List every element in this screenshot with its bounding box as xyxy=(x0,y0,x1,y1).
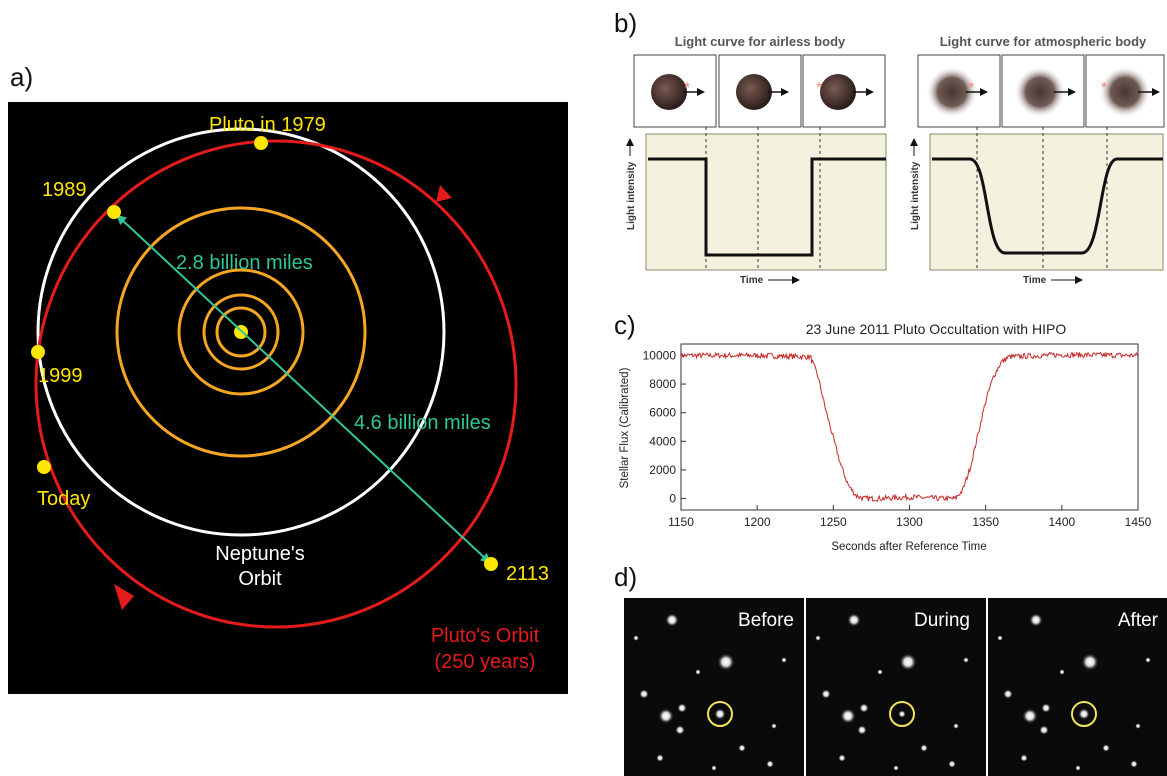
pluto-marker-2113 xyxy=(484,557,498,571)
y-tick-label: 0 xyxy=(669,492,676,506)
frame-after: After xyxy=(988,598,1167,776)
y-tick-label: 6000 xyxy=(649,406,676,420)
panel-a-label: a) xyxy=(10,62,34,92)
chart-ylabel: Stellar Flux (Calibrated) xyxy=(619,367,631,488)
svg-text:*: * xyxy=(968,80,974,97)
pluto-marker-1989 xyxy=(107,205,121,219)
frame-before-label: Before xyxy=(738,610,794,631)
atmospheric-plot-area xyxy=(929,133,1164,271)
airless-curve xyxy=(648,157,886,257)
airless-plot-area xyxy=(645,133,887,271)
x-tick-label: 1150 xyxy=(668,515,694,529)
label-pluto-orbit-1: Pluto's Orbit xyxy=(431,625,540,647)
label-today: Today xyxy=(37,488,90,510)
airless-ylabel: Light intensity xyxy=(626,161,637,230)
airless-xlabel: Time xyxy=(740,275,764,286)
svg-text:*: * xyxy=(816,80,822,97)
atmospheric-xlabel: Time xyxy=(1023,275,1047,286)
chart-title: 23 June 2011 Pluto Occultation with HIPO xyxy=(806,321,1067,337)
pluto-marker-today xyxy=(37,460,51,474)
panel-b-label: b) xyxy=(614,8,638,38)
y-tick-label: 10000 xyxy=(643,348,677,362)
frame-during: During xyxy=(806,598,986,776)
label-neptune-orbit-2: Orbit xyxy=(238,568,282,590)
chart-y-ticks: 0 2000 4000 6000 8000 10000 xyxy=(643,348,686,506)
x-tick-label: 1450 xyxy=(1125,515,1152,529)
frame-after-label: After xyxy=(1118,610,1159,631)
pluto-marker-1979 xyxy=(254,136,268,150)
panel-d-label: d) xyxy=(614,562,638,592)
atmospheric-title: Light curve for atmospheric body xyxy=(940,34,1147,49)
atmospheric-frames: * * xyxy=(917,54,1165,128)
x-tick-label: 1250 xyxy=(820,515,847,529)
atmospheric-curve xyxy=(932,157,1163,255)
frame-during-label: During xyxy=(914,610,970,631)
y-tick-label: 2000 xyxy=(649,463,676,477)
x-tick-label: 1200 xyxy=(744,515,771,529)
pluto-orbit xyxy=(34,139,518,629)
label-distance-far: 4.6 billion miles xyxy=(354,412,491,434)
x-tick-label: 1300 xyxy=(896,515,923,529)
label-neptune-orbit-1: Neptune's xyxy=(215,543,304,565)
atmospheric-ylabel: Light intensity xyxy=(910,161,921,230)
chart-series-line xyxy=(680,351,1139,502)
airless-title: Light curve for airless body xyxy=(675,34,846,49)
orbit-direction-arrow-lower xyxy=(114,584,134,610)
orbit-diagram: Pluto in 1979 1989 1999 Today 2113 2.8 b… xyxy=(8,102,568,694)
orbit-direction-arrow-right xyxy=(436,185,452,202)
orbit-background xyxy=(8,102,568,694)
label-pluto-1979: Pluto in 1979 xyxy=(209,114,326,136)
y-tick-label: 4000 xyxy=(649,434,676,448)
label-1989: 1989 xyxy=(42,179,87,201)
distance-arrow xyxy=(116,214,491,564)
occultation-chart: 23 June 2011 Pluto Occultation with HIPO… xyxy=(619,321,1152,553)
y-tick-label: 8000 xyxy=(649,377,676,391)
svg-text:*: * xyxy=(1101,80,1107,97)
label-2113: 2113 xyxy=(506,563,549,585)
svg-text:*: * xyxy=(684,80,690,97)
x-tick-label: 1350 xyxy=(972,515,999,529)
label-1999: 1999 xyxy=(38,365,83,387)
light-curve-diagrams: Light curve for airless body * * Light i… xyxy=(626,34,1165,286)
x-tick-label: 1400 xyxy=(1048,515,1075,529)
panel-c-label: c) xyxy=(614,310,636,340)
frame-before: Before xyxy=(624,598,804,776)
occultation-frames: Before During After xyxy=(624,598,1167,776)
chart-xlabel: Seconds after Reference Time xyxy=(831,541,986,553)
airless-frames: * * xyxy=(633,54,886,128)
chart-plot-frame xyxy=(680,343,1139,511)
label-distance-near: 2.8 billion miles xyxy=(176,252,313,274)
pluto-marker-1999 xyxy=(31,345,45,359)
label-pluto-orbit-2: (250 years) xyxy=(434,651,535,673)
chart-x-ticks: 1150 1200 1250 1300 1350 1400 1450 xyxy=(668,505,1152,529)
